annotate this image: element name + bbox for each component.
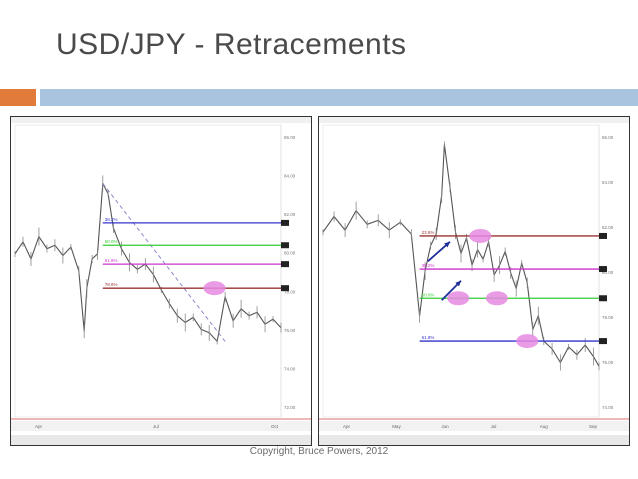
retracement-level-label: 50.0%: [422, 292, 435, 297]
retracement-level-label: 23.6%: [422, 230, 435, 235]
x-tick-label: Aug: [540, 424, 549, 429]
y-tick-label: 80.00: [284, 251, 296, 256]
y-tick-label: 82.00: [284, 212, 296, 217]
x-tick-label: Apr: [343, 424, 351, 429]
highlight-ellipse: [485, 291, 508, 306]
level-price-tag: [281, 261, 289, 268]
retracement-level-label: 38.2%: [422, 263, 435, 268]
level-price-tag: [599, 232, 607, 239]
x-tick-label: May: [392, 424, 401, 429]
x-tick-label: Jun: [441, 424, 449, 429]
accent-bar-blue: [40, 89, 638, 106]
y-tick-label: 78.00: [284, 289, 296, 294]
trendline-dashed: [102, 183, 226, 342]
y-tick-label: 82.00: [602, 225, 614, 230]
x-tick-label: Sep: [589, 424, 598, 429]
retracement-level-label: 61.8%: [422, 335, 435, 340]
x-axis-strip: [11, 421, 311, 431]
highlight-ellipse: [203, 281, 226, 296]
level-price-tag: [281, 219, 289, 226]
level-price-tag: [599, 338, 607, 345]
annotation-arrow-head: [444, 241, 450, 248]
chart-right-svg: 86.00 84.00 82.00 80.00 78.00 76.00 74.00 Apr Ma…: [319, 117, 629, 445]
x-tick-label: Jul: [153, 424, 159, 429]
retracement-level-label: 61.8%: [105, 258, 118, 263]
chart-left-retracement: 86.00 84.00 82.00 80.00 78.00 76.00 74.00 72.00…: [10, 116, 312, 446]
level-price-tag: [281, 285, 289, 292]
y-tick-label: 84.00: [602, 180, 614, 185]
highlight-ellipse: [516, 334, 539, 349]
accent-bar-orange: [0, 89, 36, 106]
y-tick-label: 78.00: [602, 315, 614, 320]
scrollbar-strip: [319, 435, 629, 445]
x-tick-label: Apr: [35, 424, 43, 429]
y-tick-label: 84.00: [284, 174, 296, 179]
y-tick-label: 86.00: [602, 135, 614, 140]
level-price-tag: [281, 242, 289, 249]
highlight-ellipse: [469, 228, 492, 243]
chart-header-strip: [319, 117, 629, 123]
y-tick-label: 76.00: [284, 328, 296, 333]
highlight-ellipse: [447, 291, 470, 306]
y-tick-label: 76.00: [602, 360, 614, 365]
retracement-level-label: 78.6%: [105, 282, 118, 287]
retracement-level-label: 50.0%: [105, 239, 118, 244]
y-tick-label: 74.00: [284, 366, 296, 371]
retracement-level-label: 38.2%: [105, 217, 118, 222]
chart-left-svg: 86.00 84.00 82.00 80.00 78.00 76.00 74.00 72.00…: [11, 117, 311, 445]
level-price-tag: [599, 266, 607, 273]
chart-header-strip: [11, 117, 311, 123]
x-tick-label: Jul: [491, 424, 497, 429]
annotation-arrow-head: [455, 280, 461, 287]
copyright-footer: Copyright, Bruce Powers, 2012: [249, 446, 389, 457]
y-tick-label: 72.00: [284, 405, 296, 410]
scrollbar-strip: [11, 435, 311, 445]
plot-area: [14, 124, 282, 418]
y-tick-label: 86.00: [284, 135, 296, 140]
y-tick-label: 80.00: [602, 270, 614, 275]
y-tick-label: 74.00: [602, 405, 614, 410]
plot-area: [322, 124, 600, 418]
chart-right-retracement: 86.00 84.00 82.00 80.00 78.00 76.00 74.00 Apr Ma…: [318, 116, 630, 446]
x-axis-strip: [319, 421, 629, 431]
price-series-line: [322, 143, 600, 367]
slide-title: USD/JPY - Retracements: [56, 28, 407, 61]
x-tick-label: Oct: [271, 424, 279, 429]
level-price-tag: [599, 295, 607, 302]
